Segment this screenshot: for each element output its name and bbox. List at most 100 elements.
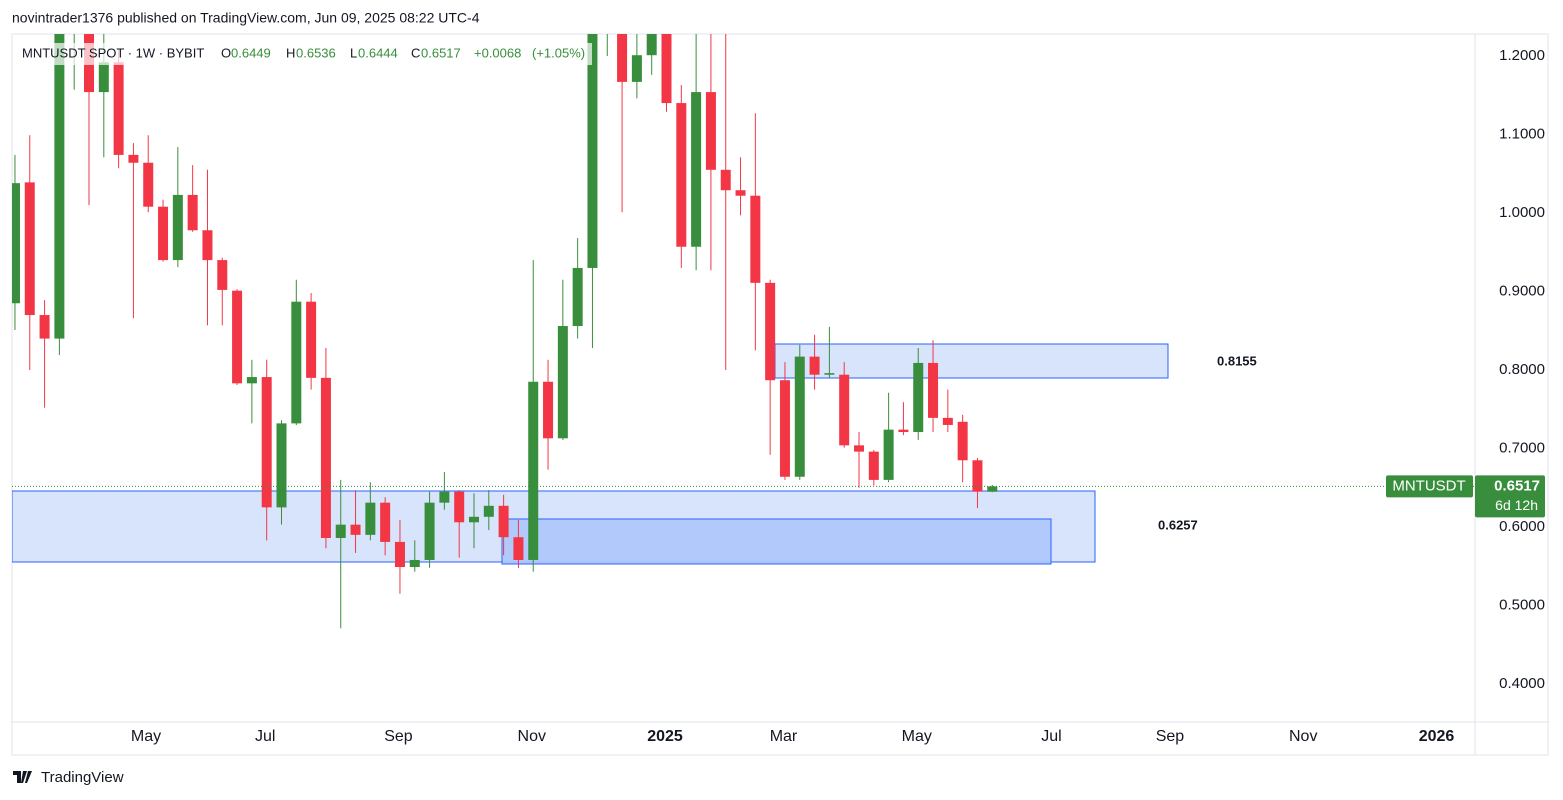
legend-value: 0.6444 <box>358 45 398 60</box>
candle-body <box>498 505 509 538</box>
inner-zone <box>501 518 1052 565</box>
legend-bg <box>16 43 592 65</box>
candle-body <box>972 460 983 492</box>
legend-value: 0.6449 <box>231 45 271 60</box>
candle-body <box>380 502 391 542</box>
x-tick-label: Jul <box>1041 728 1061 745</box>
supply-zone <box>774 343 1169 379</box>
legend-change: +0.0068 <box>474 45 521 60</box>
x-tick-label: May <box>131 728 161 745</box>
candle-body <box>765 282 776 381</box>
plot-area <box>12 0 1169 629</box>
y-tick-label: 0.4000 <box>1499 675 1545 692</box>
candle-body <box>320 377 331 538</box>
candle-body <box>691 92 702 247</box>
candle-body <box>187 194 198 231</box>
x-tick-label: Sep <box>384 728 413 745</box>
candle-body <box>483 505 494 517</box>
candle-body <box>291 301 302 424</box>
y-tick-label: 1.0000 <box>1499 204 1545 221</box>
candle-body <box>854 445 864 452</box>
candle-body <box>587 34 598 268</box>
y-tick-label: 0.5000 <box>1499 596 1545 613</box>
legend-key: L <box>350 45 357 60</box>
candle-body <box>513 537 524 560</box>
candle-body <box>676 103 687 247</box>
candle-body <box>631 55 642 82</box>
candle-body <box>735 190 746 196</box>
candle-body <box>779 380 790 477</box>
candle-body <box>720 169 731 191</box>
candle-body <box>335 524 346 538</box>
candle-body <box>617 34 628 82</box>
candle-body <box>350 524 361 535</box>
symbol-badge <box>1386 475 1473 498</box>
candle-body <box>794 356 805 477</box>
candle-body <box>232 290 243 384</box>
candle-body <box>646 34 657 56</box>
y-tick-label: 0.7000 <box>1499 439 1545 456</box>
candle-body <box>113 62 124 155</box>
candle-body <box>454 491 465 523</box>
candle-body <box>261 377 272 508</box>
x-tick-label: 2026 <box>1419 728 1455 745</box>
candle-body <box>365 502 376 535</box>
candle-body <box>883 429 894 480</box>
candle-body <box>469 516 479 523</box>
zone-label: 0.8155 <box>1217 353 1257 368</box>
legend-change-pct: (+1.05%) <box>532 45 585 60</box>
footer-brand: TradingView <box>41 769 124 786</box>
candle-body <box>24 182 35 316</box>
publish-header: novintrader1376 published on TradingView… <box>12 10 480 26</box>
candle-body <box>409 559 420 568</box>
price-badge-value: 0.6517 <box>1494 477 1540 494</box>
y-tick-label: 0.8000 <box>1499 361 1545 378</box>
y-tick-label: 0.9000 <box>1499 282 1545 299</box>
candle-body <box>543 381 554 439</box>
x-tick-label: 2025 <box>647 728 683 745</box>
x-tick-label: Nov <box>1289 728 1317 745</box>
candle-body <box>809 356 820 375</box>
legend-key: H <box>286 45 295 60</box>
candle-body <box>705 92 716 170</box>
candle-body <box>898 429 909 433</box>
zone-label: 0.6257 <box>1158 517 1198 532</box>
candle-body <box>957 421 968 461</box>
candle-body <box>202 230 213 261</box>
footer-logo: TradingView <box>13 769 124 786</box>
price-badge-countdown: 6d 12h <box>1495 497 1538 513</box>
candle-body <box>172 194 183 261</box>
candle-body <box>394 541 405 568</box>
price-badge <box>1475 475 1545 518</box>
legend-value: 0.6517 <box>421 45 461 60</box>
legend-key: C <box>411 45 420 60</box>
candle-body <box>913 362 924 433</box>
candle-body <box>217 260 228 290</box>
candle-body <box>750 195 761 283</box>
logo-mark <box>13 771 32 783</box>
x-tick-label: Mar <box>770 728 798 745</box>
x-tick-label: May <box>902 728 932 745</box>
candle-body <box>557 326 568 439</box>
candle-body <box>98 62 109 93</box>
candle-body <box>602 0 612 25</box>
candle-body <box>143 162 154 207</box>
x-tick-label: Nov <box>518 728 546 745</box>
candle-body <box>824 373 835 375</box>
candle-body <box>528 381 539 560</box>
symbol: MNTUSDT SPOT · 1W · BYBIT <box>22 45 204 60</box>
candle-body <box>128 154 139 163</box>
candle-body <box>928 362 939 418</box>
x-tick-label: Sep <box>1156 728 1185 745</box>
candle-body <box>424 502 435 560</box>
candle-body <box>439 491 450 503</box>
candle-body <box>54 34 65 339</box>
candle-body <box>39 315 50 339</box>
y-tick-label: 1.2000 <box>1499 47 1545 64</box>
candle-body <box>661 34 672 104</box>
symbol-badge-label: MNTUSDT <box>1392 477 1465 494</box>
x-tick-label: Jul <box>255 728 275 745</box>
legend: MNTUSDT SPOT · 1W · BYBIT O 0.6449 H 0.6… <box>16 43 592 65</box>
